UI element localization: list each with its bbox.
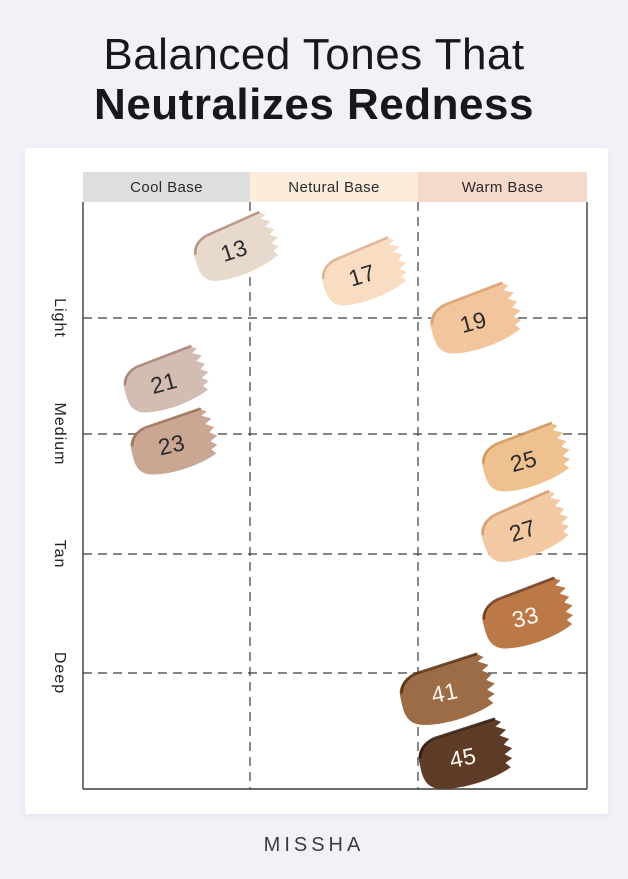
row-label-light: Light bbox=[51, 298, 68, 338]
shade-number: 41 bbox=[428, 677, 461, 709]
shade-swatch-17: 17 bbox=[305, 225, 436, 320]
column-header-netural-base: Netural Base bbox=[250, 172, 418, 202]
shade-swatch-23: 23 bbox=[115, 398, 246, 487]
shade-swatch-13: 13 bbox=[177, 199, 309, 295]
foundation-smear-shape bbox=[130, 407, 218, 475]
column-header-warm-base: Warm Base bbox=[418, 172, 587, 202]
shade-swatch-25: 25 bbox=[466, 411, 601, 505]
shade-swatch-45: 45 bbox=[402, 708, 544, 803]
grid-lines bbox=[82, 202, 588, 790]
column-header-label: Netural Base bbox=[288, 178, 380, 196]
title-line-2: Neutralizes Redness bbox=[94, 80, 534, 130]
page-title: Balanced Tones That Neutralizes Redness bbox=[0, 30, 628, 130]
column-header-cool-base: Cool Base bbox=[83, 172, 250, 202]
foundation-smear-shape bbox=[481, 421, 570, 492]
foundation-smear-shape bbox=[321, 235, 407, 305]
foundation-smear-shape bbox=[123, 344, 209, 412]
shade-chart-card: Cool Base Netural Base Warm Base Light M… bbox=[25, 148, 608, 814]
column-header-label: Warm Base bbox=[461, 178, 544, 196]
shade-swatch-21: 21 bbox=[108, 334, 238, 425]
row-label-deep: Deep bbox=[51, 651, 68, 695]
row-label-tan: Tan bbox=[51, 539, 68, 569]
shade-swatch-41: 41 bbox=[383, 643, 527, 739]
title-line-1: Balanced Tones That bbox=[103, 30, 525, 79]
swatch-layer: 13 17 19 21 23 25 27 33 41 45 bbox=[25, 148, 608, 814]
brand-logo: MISSHA bbox=[263, 834, 365, 856]
shade-swatch-19: 19 bbox=[413, 270, 552, 367]
foundation-smear-shape bbox=[399, 652, 495, 725]
shade-swatch-33: 33 bbox=[465, 565, 604, 662]
column-header-label: Cool Base bbox=[130, 178, 203, 196]
shade-swatch-27: 27 bbox=[464, 477, 600, 577]
foundation-smear-shape bbox=[482, 576, 574, 649]
shade-number: 45 bbox=[447, 741, 479, 773]
foundation-smear-shape bbox=[418, 717, 513, 789]
foundation-smear-shape bbox=[430, 281, 522, 354]
foundation-smear-shape bbox=[193, 210, 279, 281]
row-label-medium: Medium bbox=[51, 402, 68, 466]
foundation-smear-shape bbox=[481, 489, 569, 562]
